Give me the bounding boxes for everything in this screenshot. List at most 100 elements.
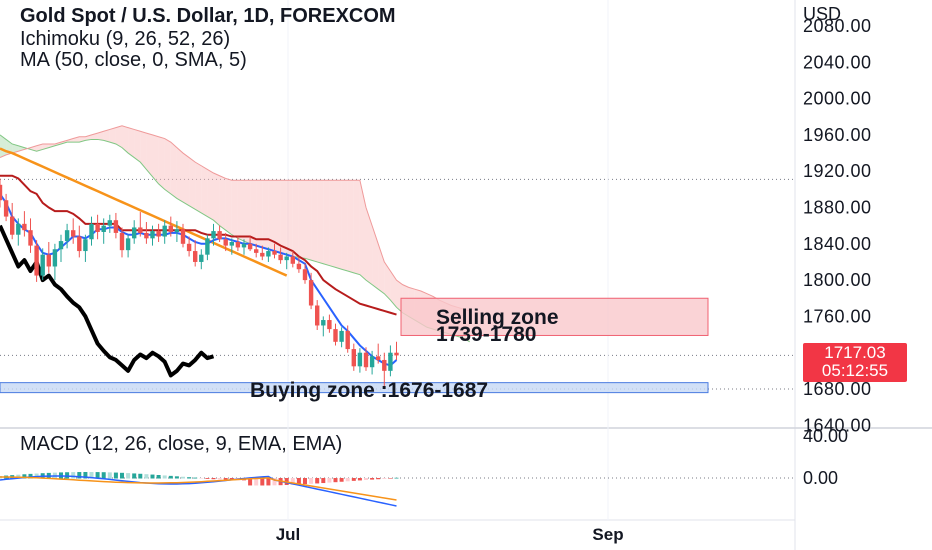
macd-histogram-bar <box>333 478 338 483</box>
macd-histogram-bar <box>205 478 210 479</box>
candle-body <box>211 231 216 239</box>
macd-histogram-bar <box>229 478 234 481</box>
candle <box>345 325 350 353</box>
candle <box>58 234 64 262</box>
candle-body <box>77 236 82 252</box>
price-tick-1: 2040.00 <box>803 52 872 72</box>
macd-histogram-bar <box>193 477 198 479</box>
cloud-segment <box>341 180 348 272</box>
cloud-segment <box>183 153 190 206</box>
macd-histogram-bar <box>266 478 271 486</box>
candle <box>180 223 186 248</box>
candle-body <box>266 251 271 257</box>
cloud-segment <box>176 147 183 203</box>
macd-histogram-bar <box>126 473 131 479</box>
ichimoku-legend[interactable]: Ichimoku (9, 26, 52, 26) <box>20 28 231 50</box>
macd-histogram-bar <box>168 475 173 479</box>
macd-histogram-bar <box>174 476 179 479</box>
candle <box>235 236 241 252</box>
candle <box>363 347 369 371</box>
cloud-segment <box>146 133 153 177</box>
candle-body <box>186 243 192 252</box>
candle <box>101 218 106 244</box>
candle <box>296 256 302 273</box>
candle-body <box>302 269 308 281</box>
candle <box>22 211 27 237</box>
candle <box>77 225 82 258</box>
macd-histogram-bar <box>181 476 185 479</box>
candle <box>168 216 173 237</box>
cloud-segment <box>219 175 226 231</box>
candle-body <box>284 256 289 261</box>
conversion-line <box>0 193 398 367</box>
candle-body <box>3 200 9 217</box>
candle <box>302 263 308 284</box>
candlesticks <box>0 178 399 389</box>
macd-histogram-bar <box>303 478 307 485</box>
cloud-segment <box>262 180 269 250</box>
cloud-segment <box>231 180 238 239</box>
candle <box>40 248 45 281</box>
macd-histogram-bar <box>248 478 253 486</box>
macd-histogram-bar <box>296 478 301 485</box>
cloud-segment <box>152 134 159 184</box>
candle <box>211 223 216 246</box>
cloud-segment <box>353 180 360 275</box>
candle <box>333 323 338 346</box>
candle-body <box>254 249 259 253</box>
candle-body <box>156 231 161 237</box>
macd-histogram-bar <box>120 472 124 479</box>
candle <box>0 178 3 208</box>
candle-body <box>138 227 143 233</box>
cloud-segment <box>311 180 318 262</box>
macd-histogram-bar <box>357 478 362 481</box>
macd-histogram-bar <box>382 478 387 479</box>
macd-histogram-bar <box>89 472 94 479</box>
price-tick-11: 1640.00 <box>803 415 872 435</box>
cloud-segment <box>140 131 147 170</box>
cloud-segment <box>213 173 220 226</box>
candle <box>150 225 155 246</box>
candle <box>241 239 247 255</box>
candle <box>28 218 33 253</box>
candle <box>95 214 100 240</box>
candle-body <box>247 243 253 250</box>
candle-body <box>174 229 180 233</box>
cloud-segment <box>384 261 391 301</box>
cloud-segment <box>109 127 116 144</box>
candle-body <box>119 232 125 251</box>
candle <box>339 327 344 348</box>
candle <box>278 247 283 264</box>
macd-histogram-bar <box>217 478 222 480</box>
candle-body <box>113 220 119 233</box>
candle <box>382 352 387 389</box>
macd-histogram-bar <box>388 478 393 479</box>
candle-body <box>394 352 399 356</box>
macd-histogram-bar <box>150 474 155 479</box>
candle-body <box>278 254 283 261</box>
candle <box>217 225 222 242</box>
macd-histogram-bar <box>345 478 350 482</box>
macd-legend[interactable]: MACD (12, 26, close, 9, EMA, EMA) <box>20 433 343 455</box>
time-axis[interactable]: Jul Sep <box>276 525 624 544</box>
cloud-segment <box>115 125 122 148</box>
symbol-title[interactable]: Gold Spot / U.S. Dollar, 1D, FOREXCOM <box>20 5 396 27</box>
buying-zone-box <box>0 382 709 394</box>
signal-line <box>0 476 397 501</box>
macd-histogram-bar <box>95 472 100 479</box>
macd-histogram-bar <box>187 477 192 479</box>
ma-legend[interactable]: MA (50, close, 0, SMA, 5) <box>20 49 247 71</box>
candle <box>125 234 131 258</box>
candle-body <box>241 243 247 248</box>
candle <box>229 238 234 255</box>
candle-body <box>296 263 302 270</box>
macd-histogram-bar <box>107 472 112 479</box>
cloud-segment <box>274 180 281 253</box>
candle <box>193 240 198 267</box>
cloud-segment <box>225 178 232 235</box>
macd-histogram-bar <box>339 478 344 482</box>
macd-histogram-bar <box>199 478 204 479</box>
candle-body <box>223 239 228 246</box>
price-axis[interactable]: 2080.00 2040.00 2000.00 1960.00 1920.00 1880.… <box>803 16 872 488</box>
